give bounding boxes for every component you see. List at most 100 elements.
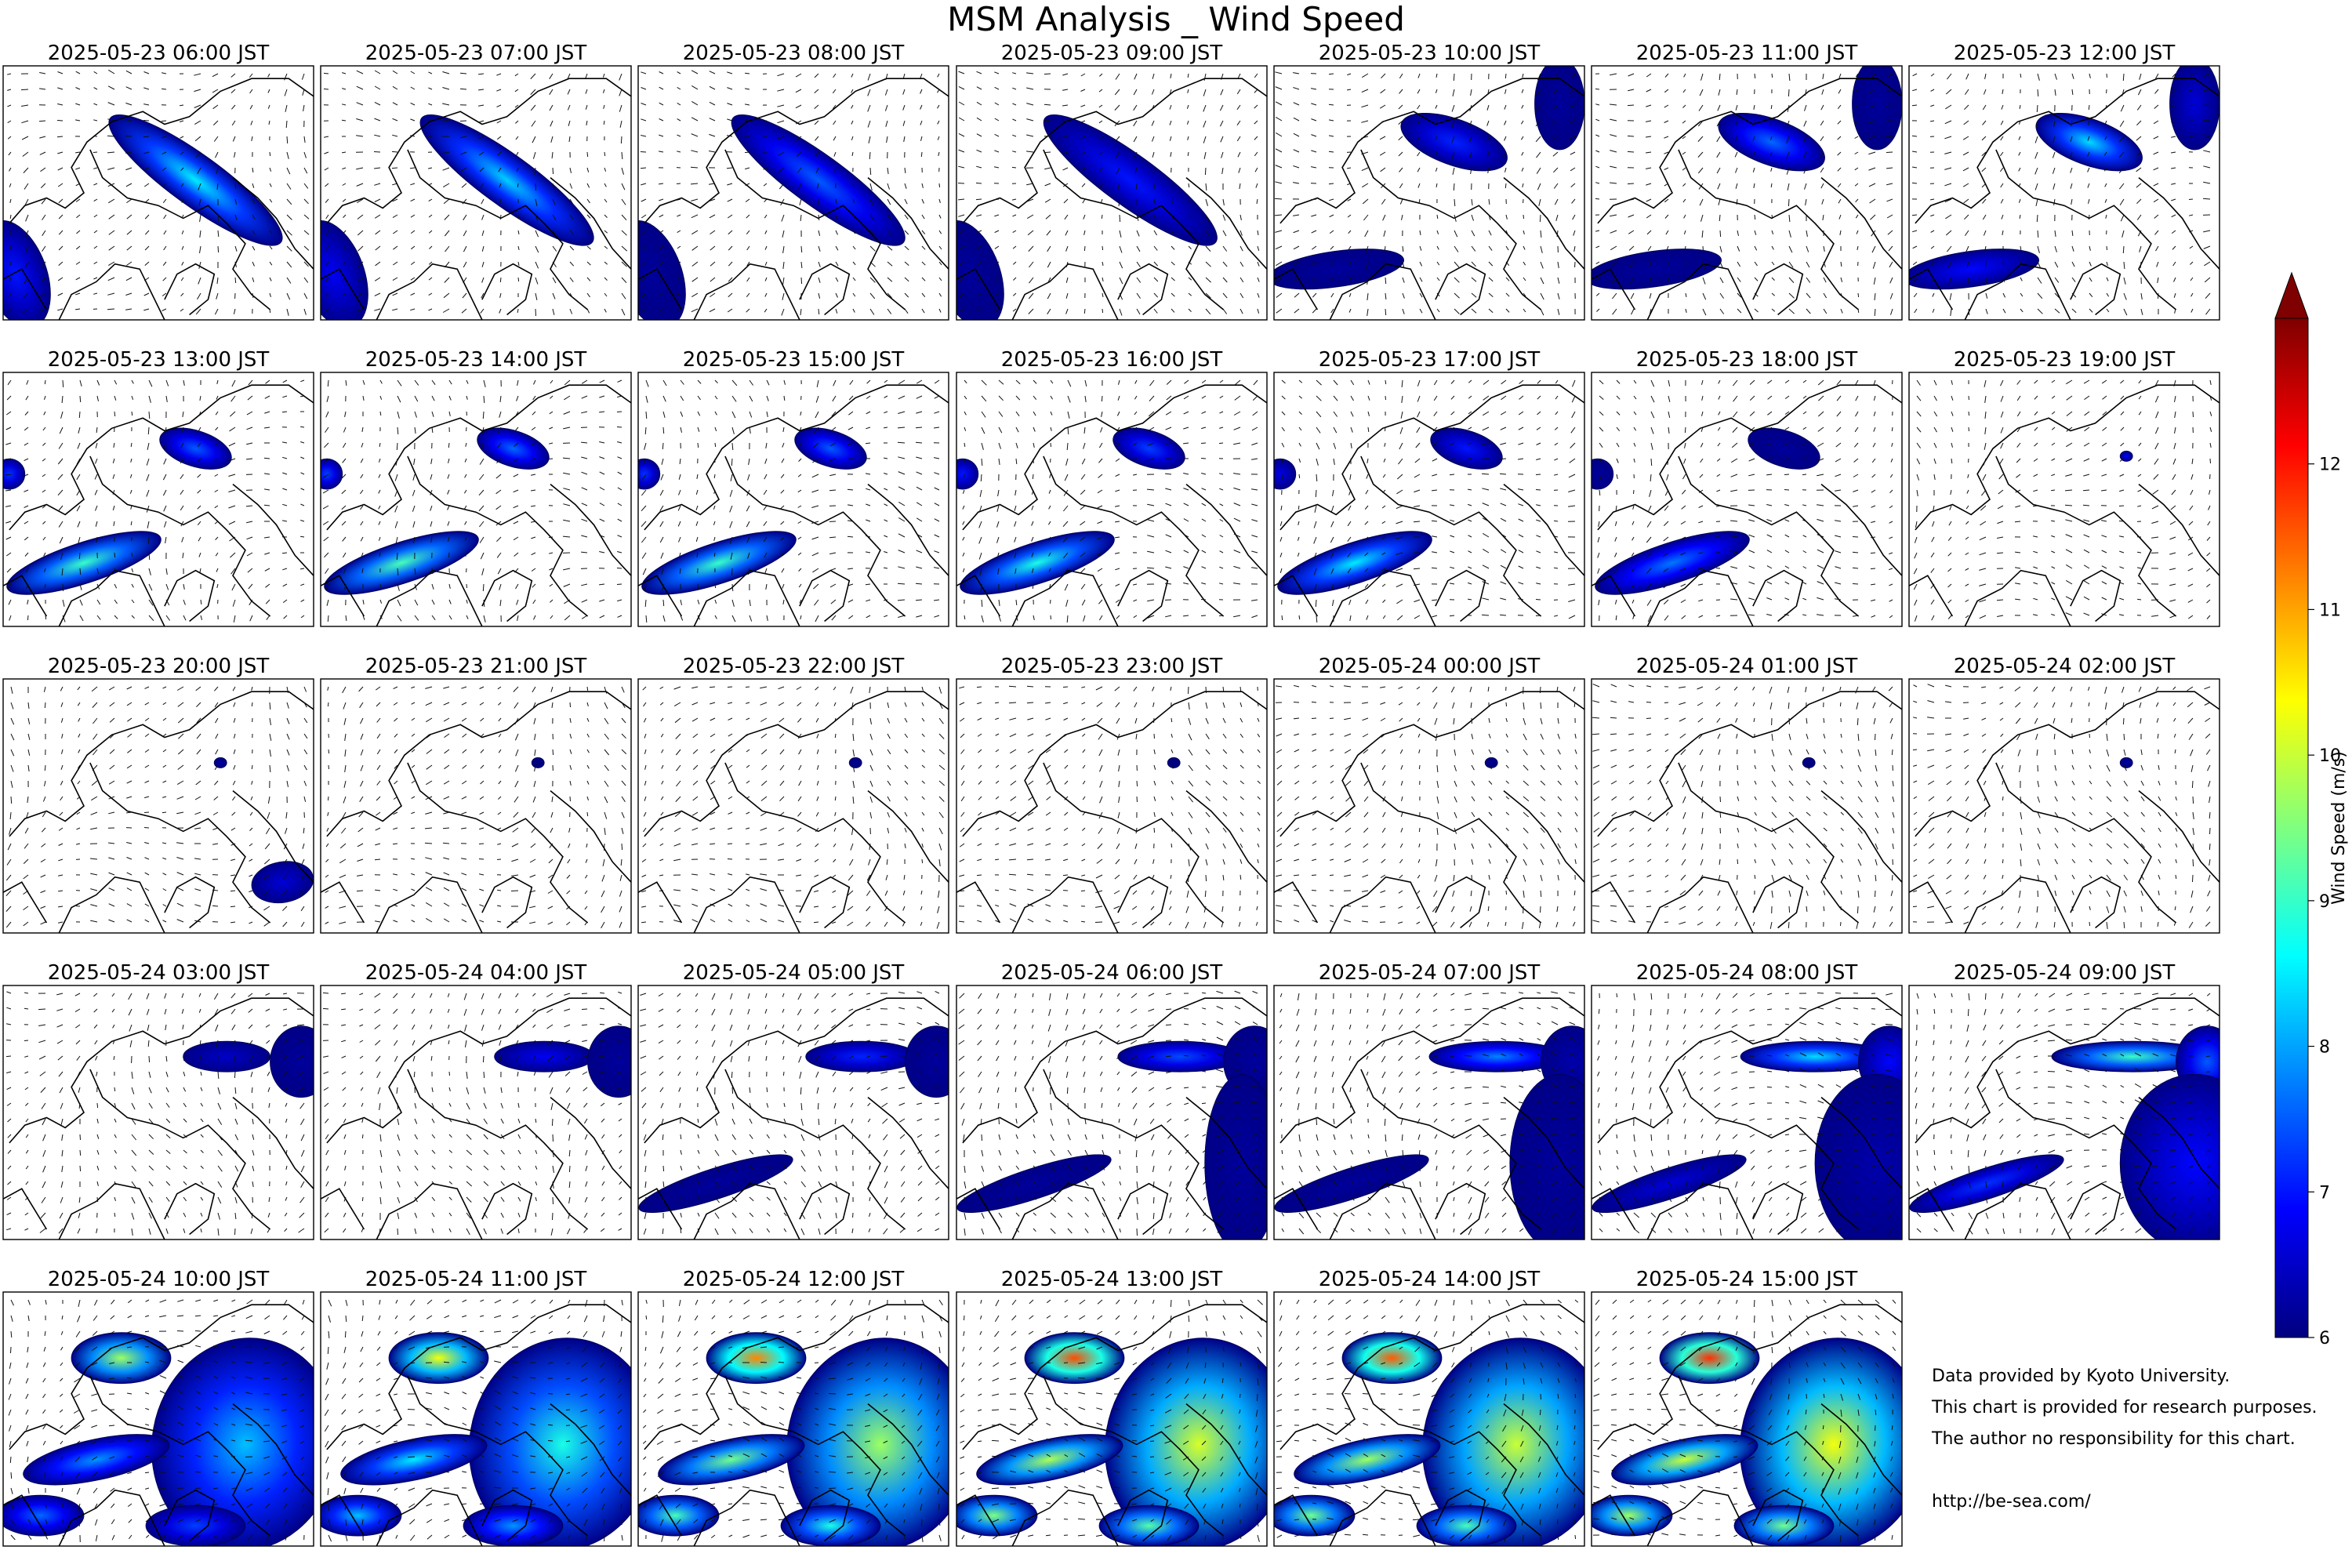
map-panel: 2025-05-23 14:00 JST bbox=[320, 348, 632, 627]
wind-speed-area bbox=[3, 220, 51, 320]
coastline bbox=[1678, 762, 1860, 924]
map-panel: 2025-05-24 02:00 JST bbox=[1908, 655, 2220, 934]
coastline bbox=[1274, 881, 1319, 924]
coastline bbox=[644, 384, 949, 531]
coastline bbox=[1678, 1069, 1860, 1230]
coastline bbox=[1909, 881, 1954, 924]
coastline bbox=[164, 569, 216, 622]
panel-frame bbox=[637, 65, 949, 321]
wind-vectors bbox=[958, 685, 1261, 929]
panel-title: 2025-05-23 20:00 JST bbox=[48, 655, 270, 678]
coastline bbox=[89, 149, 271, 310]
coastline bbox=[550, 1403, 631, 1496]
coastline bbox=[1752, 569, 1804, 622]
map-panel: 2025-05-23 16:00 JST bbox=[956, 348, 1268, 627]
coastline bbox=[232, 483, 314, 576]
map-background bbox=[321, 66, 631, 320]
wind-speed-area bbox=[477, 427, 550, 470]
colorbar-tick-label: 6 bbox=[2319, 1329, 2330, 1348]
coastline bbox=[1995, 1069, 2177, 1230]
wind-speed-area bbox=[419, 114, 594, 246]
wind-vectors bbox=[325, 686, 627, 929]
colorbar-tick-label: 10 bbox=[2319, 746, 2341, 766]
wind-speed-area bbox=[1740, 1338, 1902, 1546]
wind-speed-area bbox=[960, 531, 1115, 595]
coastline bbox=[724, 456, 906, 617]
panel-frame bbox=[2, 985, 314, 1240]
coastline bbox=[1597, 691, 1902, 837]
wind-speed-area bbox=[2119, 757, 2133, 768]
coastline bbox=[1185, 1403, 1267, 1496]
wind-vectors bbox=[1592, 1299, 1896, 1543]
coastline bbox=[232, 176, 314, 270]
coastline bbox=[867, 1096, 949, 1189]
panel-title: 2025-05-23 10:00 JST bbox=[1319, 42, 1541, 65]
coastline bbox=[1360, 456, 1542, 617]
coastline bbox=[644, 691, 949, 837]
wind-speed-area bbox=[1416, 1504, 1517, 1546]
coastline bbox=[3, 1188, 48, 1230]
coastline bbox=[481, 569, 533, 622]
wind-vectors bbox=[1595, 73, 1893, 317]
wind-vectors bbox=[1592, 684, 1895, 929]
coastline bbox=[1909, 268, 1954, 310]
credit-line: The author no responsibility for this ch… bbox=[1932, 1429, 2296, 1449]
wind-speed-area bbox=[658, 1434, 805, 1486]
coastline bbox=[956, 1494, 1001, 1537]
coastline bbox=[376, 1182, 483, 1240]
map-background bbox=[638, 679, 949, 933]
panel-frame bbox=[1273, 678, 1585, 934]
panel-title: 2025-05-24 05:00 JST bbox=[683, 961, 905, 985]
map-background bbox=[1274, 679, 1584, 933]
map-background bbox=[3, 985, 314, 1240]
coastline bbox=[799, 263, 851, 316]
coastline bbox=[1043, 1069, 1225, 1230]
coastline bbox=[9, 384, 314, 531]
coastline bbox=[1043, 1375, 1225, 1537]
wind-vectors bbox=[8, 1299, 305, 1543]
coastline bbox=[2138, 483, 2220, 576]
coastline bbox=[1678, 149, 1860, 310]
coastline bbox=[644, 1304, 949, 1450]
wind-speed-area bbox=[270, 1025, 314, 1098]
map-panel: 2025-05-24 05:00 JST bbox=[637, 961, 949, 1240]
wind-speed-area bbox=[1484, 757, 1498, 768]
wind-speed-area bbox=[641, 531, 797, 595]
wind-speed-area bbox=[786, 1338, 949, 1546]
coastline bbox=[3, 268, 48, 310]
coastline bbox=[1435, 1489, 1486, 1542]
colorbar-tick-label: 12 bbox=[2319, 456, 2341, 475]
wind-speed-area bbox=[638, 458, 661, 490]
coastline bbox=[58, 263, 165, 320]
wind-vectors bbox=[1597, 379, 1893, 622]
coastline bbox=[89, 1069, 271, 1230]
map-panel: 2025-05-23 18:00 JST bbox=[1591, 348, 1903, 627]
wind-vectors bbox=[1276, 1299, 1579, 1542]
coastline bbox=[638, 1494, 683, 1537]
coastline bbox=[1964, 569, 2071, 626]
coastline bbox=[799, 876, 851, 929]
panel-title: 2025-05-23 07:00 JST bbox=[365, 42, 587, 65]
coastline bbox=[9, 78, 314, 224]
coastline bbox=[724, 149, 906, 310]
coastline bbox=[1915, 384, 2220, 531]
coastline bbox=[1597, 78, 1902, 224]
map-panel: 2025-05-24 14:00 JST bbox=[1273, 1268, 1585, 1547]
wind-speed-area bbox=[2035, 112, 2143, 172]
coastline bbox=[1360, 1069, 1542, 1230]
wind-vectors bbox=[322, 991, 622, 1236]
coastline bbox=[9, 997, 314, 1144]
coastline bbox=[3, 575, 48, 617]
wind-speed-area bbox=[587, 1025, 631, 1098]
panel-frame bbox=[956, 65, 1268, 321]
coastline bbox=[1185, 483, 1267, 576]
coastline bbox=[407, 1069, 589, 1230]
panel-frame bbox=[2, 65, 314, 321]
coastline bbox=[2070, 876, 2122, 929]
coastline bbox=[550, 789, 631, 883]
wind-speed-area bbox=[531, 757, 545, 768]
panel-frame bbox=[956, 372, 1268, 627]
map-panel: 2025-05-23 20:00 JST bbox=[2, 655, 314, 934]
wind-vectors bbox=[640, 990, 940, 1236]
wind-speed-area bbox=[108, 114, 283, 246]
